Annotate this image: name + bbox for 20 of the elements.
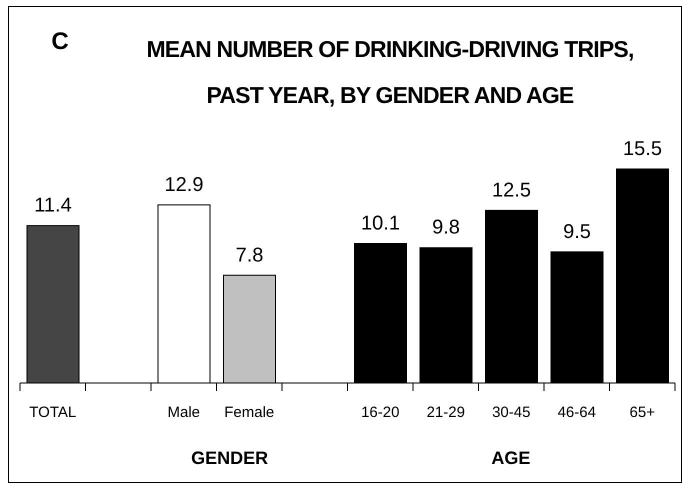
text: C bbox=[50, 28, 70, 56]
x-tick-label: 30-45 bbox=[492, 404, 530, 421]
data-label: 15.5 bbox=[623, 138, 662, 160]
x-tick-label: 65+ bbox=[630, 404, 656, 421]
data-label: 12.5 bbox=[492, 179, 531, 202]
data-label: 12.9 bbox=[164, 174, 204, 196]
data-label: 9.8 bbox=[432, 216, 460, 239]
x-tick-label: 16-20 bbox=[361, 404, 400, 421]
x-tick-label: 46-64 bbox=[558, 404, 596, 421]
data-label: 10.1 bbox=[361, 212, 400, 235]
data-label: 11.4 bbox=[34, 194, 72, 217]
chart-title: MEAN NUMBER OF DRINKING-DRIVING TRIPS, PAST YEAR, BY GENDER AND AGE bbox=[145, 35, 635, 110]
x-tick-label: 21-29 bbox=[426, 404, 465, 421]
x-tick-label: Female bbox=[224, 404, 274, 421]
data-label: 9.5 bbox=[563, 220, 591, 243]
x-tick-label: TOTAL bbox=[29, 404, 76, 421]
text: GENDER bbox=[190, 448, 270, 469]
data-label: 7.8 bbox=[236, 244, 264, 266]
text: AGE bbox=[490, 448, 532, 469]
x-tick-label: Male bbox=[167, 404, 200, 421]
